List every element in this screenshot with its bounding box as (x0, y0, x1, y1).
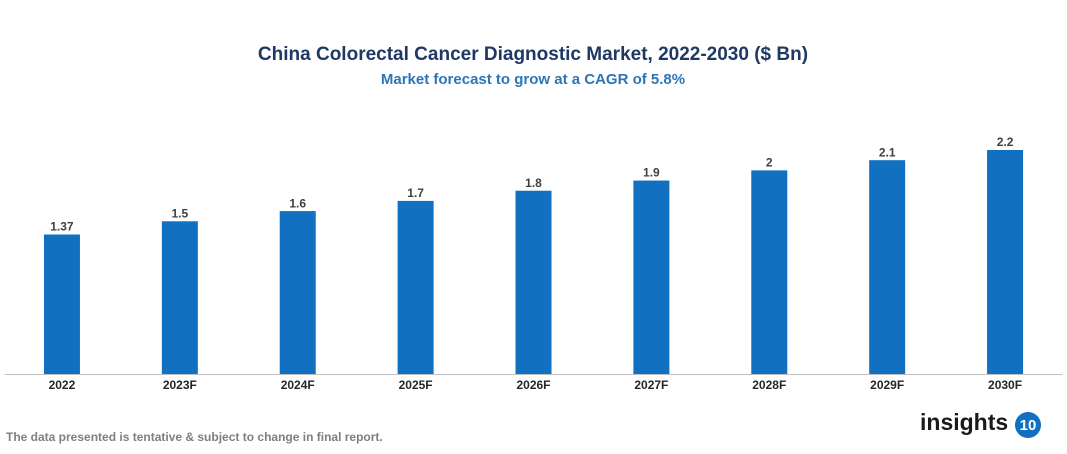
x-tick-label: 2030F (988, 378, 1022, 392)
x-tick-label: 2023F (163, 378, 197, 392)
x-tick-label: 2022 (49, 378, 76, 392)
value-label: 1.8 (525, 176, 542, 190)
footer-note: The data presented is tentative & subjec… (6, 430, 383, 444)
value-label: 1.5 (171, 206, 188, 220)
bar (279, 211, 316, 374)
bar (515, 190, 552, 374)
brand-number: 10 (1020, 417, 1037, 434)
value-label: 1.9 (643, 166, 660, 180)
x-tick-label: 2024F (281, 378, 315, 392)
value-label: 2.2 (997, 135, 1014, 149)
brand-badge (1015, 412, 1041, 438)
value-label: 1.7 (407, 186, 424, 200)
bar (751, 170, 788, 374)
bar (987, 150, 1024, 374)
x-tick-label: 2025F (399, 378, 433, 392)
bar (43, 234, 80, 374)
brand-logo: insights (920, 409, 1008, 435)
value-label: 2 (766, 156, 773, 170)
bar (161, 221, 198, 374)
x-tick-label: 2026F (516, 378, 550, 392)
x-tick-label: 2027F (634, 378, 668, 392)
bar (397, 200, 434, 374)
x-tick-label: 2028F (752, 378, 786, 392)
chart-title: China Colorectal Cancer Diagnostic Marke… (258, 44, 808, 65)
bar (869, 160, 906, 374)
chart-subtitle: Market forecast to grow at a CAGR of 5.8… (381, 71, 685, 88)
value-label: 1.6 (289, 196, 306, 210)
bar (633, 180, 670, 374)
value-label: 2.1 (879, 145, 896, 159)
value-label: 1.37 (50, 220, 74, 234)
x-tick-label: 2029F (870, 378, 904, 392)
